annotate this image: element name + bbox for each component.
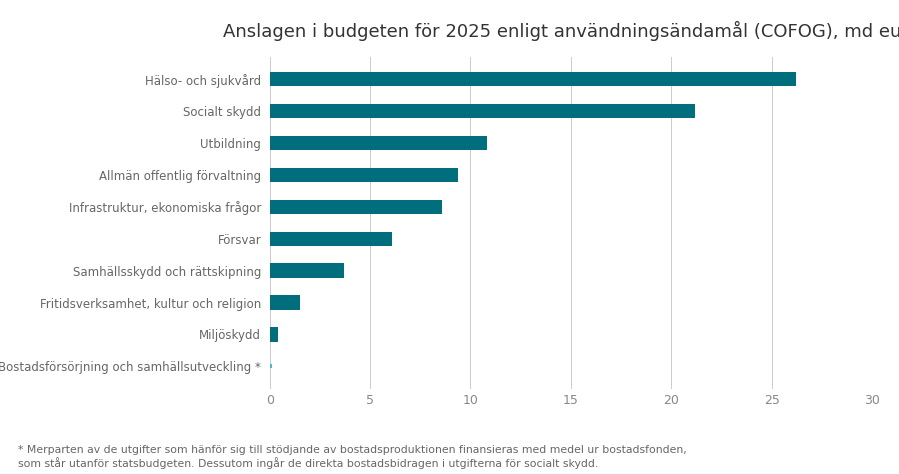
Bar (270, 264, 344, 278)
Bar (270, 232, 392, 246)
Bar (270, 104, 695, 118)
Bar (270, 72, 796, 86)
Bar (270, 200, 442, 214)
Bar (270, 295, 299, 310)
Text: * Merparten av de utgifter som hänför sig till stödjande av bostadsproduktionen : * Merparten av de utgifter som hänför si… (18, 446, 687, 469)
Bar (270, 168, 458, 182)
Bar (270, 365, 271, 368)
Bar (270, 136, 486, 150)
Bar (270, 327, 278, 342)
Title: Anslagen i budgeten för 2025 enligt användningsändamål (COFOG), md euro: Anslagen i budgeten för 2025 enligt anvä… (223, 21, 899, 41)
